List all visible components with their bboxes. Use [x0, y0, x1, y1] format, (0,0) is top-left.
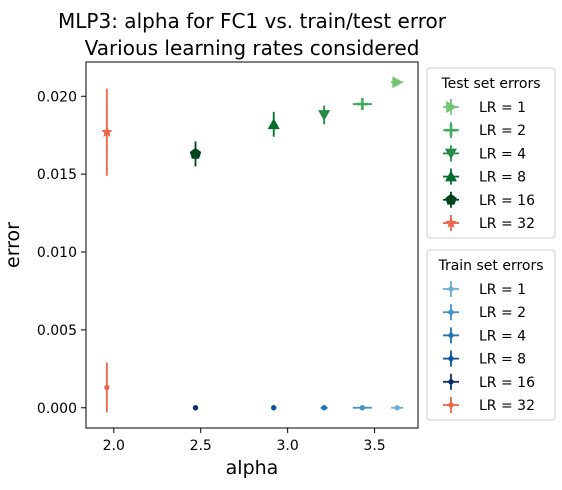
data-point [192, 405, 199, 411]
legend-title: Train set errors [437, 258, 543, 274]
legend-entry: LR = 32 [443, 397, 535, 414]
data-point [267, 118, 280, 130]
data-point [104, 384, 110, 391]
plot-frame [85, 61, 419, 429]
x-tick-label: 3.0 [277, 438, 299, 454]
x-tick-label: 2.5 [190, 438, 212, 454]
legend-marker [446, 101, 457, 113]
legend-entry: LR = 32 [443, 215, 535, 232]
data-point [318, 110, 331, 121]
legend-marker [448, 332, 454, 339]
y-axis-label: error [2, 222, 24, 268]
legend-entry: LR = 2 [443, 122, 526, 139]
legend-label: LR = 8 [479, 170, 526, 186]
legend-label: LR = 16 [479, 193, 535, 209]
legend-entry: LR = 4 [443, 327, 526, 344]
plot-axes: 2.0 2.5 3.0 3.5 0.000 0.005 0.010 0.015 0.020 [37, 61, 419, 454]
train-series-lr8 [271, 405, 277, 411]
legend-label: LR = 2 [479, 305, 526, 321]
data-point [271, 405, 277, 411]
train-legend: Train set errors LR = 1 LR = 2 LR = 4 LR = 8… [426, 249, 556, 421]
data-point [189, 147, 202, 159]
legend-marker [448, 286, 454, 292]
test-series-lr8 [267, 111, 280, 137]
data-point [356, 98, 369, 111]
legend-marker [448, 355, 454, 362]
legends: Test set errors LR = 1 LR = 2 LR = 4 LR = 8 L… [426, 67, 556, 421]
test-series-lr1 [391, 76, 404, 89]
data-point [394, 405, 400, 411]
legend-label: LR = 2 [479, 123, 526, 139]
x-tick-label: 2.0 [103, 438, 125, 454]
legend-box [426, 67, 556, 239]
legend-label: LR = 32 [479, 216, 535, 232]
train-series-lr2 [352, 405, 372, 411]
legend-marker [445, 170, 457, 182]
y-tick-label: 0.015 [37, 167, 77, 183]
train-series-lr1 [391, 405, 404, 411]
data-point [392, 76, 404, 89]
x-axis-label: alpha [226, 457, 279, 479]
legend-label: LR = 4 [479, 146, 526, 162]
legend-marker [445, 124, 457, 137]
legend-label: LR = 1 [479, 100, 526, 116]
legend-entry: LR = 2 [443, 304, 526, 321]
test-series-lr4 [318, 105, 331, 125]
y-tick-label: 0.010 [37, 245, 77, 261]
x-tick-label: 3.5 [363, 438, 385, 454]
legend-entry: LR = 8 [443, 350, 526, 368]
chart-subtitle: Various learning rates considered [85, 36, 420, 60]
legend-marker [445, 193, 457, 205]
train-series-lr4 [320, 405, 328, 411]
test-series-lr16 [189, 141, 202, 167]
test-series-lr32 [101, 88, 113, 176]
data-point [321, 405, 327, 411]
legend-marker [445, 148, 457, 160]
data-point [101, 126, 113, 137]
legend-marker [445, 217, 457, 228]
legend-marker [448, 309, 454, 315]
data-point [359, 405, 366, 411]
legend-entry: LR = 16 [443, 191, 535, 209]
legend-label: LR = 16 [479, 375, 535, 391]
plot-marks [101, 76, 404, 413]
train-series-lr32 [104, 362, 110, 413]
legend-label: LR = 8 [479, 352, 526, 368]
y-tick-label: 0.005 [37, 323, 77, 339]
chart-title: MLP3: alpha for FC1 vs. train/test error [58, 9, 447, 33]
legend-label: LR = 1 [479, 282, 526, 298]
legend-label: LR = 4 [479, 328, 526, 344]
test-legend: Test set errors LR = 1 LR = 2 LR = 4 LR = 8 L… [426, 67, 556, 239]
train-series-lr16 [192, 405, 199, 411]
legend-entry: LR = 4 [443, 145, 526, 162]
legend-box [426, 249, 556, 421]
legend-entry: LR = 8 [443, 168, 526, 186]
y-tick-label: 0.020 [37, 89, 77, 105]
y-tick-label: 0.000 [37, 401, 77, 417]
legend-entry: LR = 1 [443, 281, 526, 298]
legend-title: Test set errors [440, 76, 540, 92]
legend-marker [448, 402, 454, 408]
legend-entry: LR = 16 [443, 373, 535, 391]
legend-marker [448, 379, 454, 385]
legend-label: LR = 32 [479, 398, 535, 414]
legend-entry: LR = 1 [443, 99, 526, 116]
test-series-lr2 [352, 98, 372, 111]
